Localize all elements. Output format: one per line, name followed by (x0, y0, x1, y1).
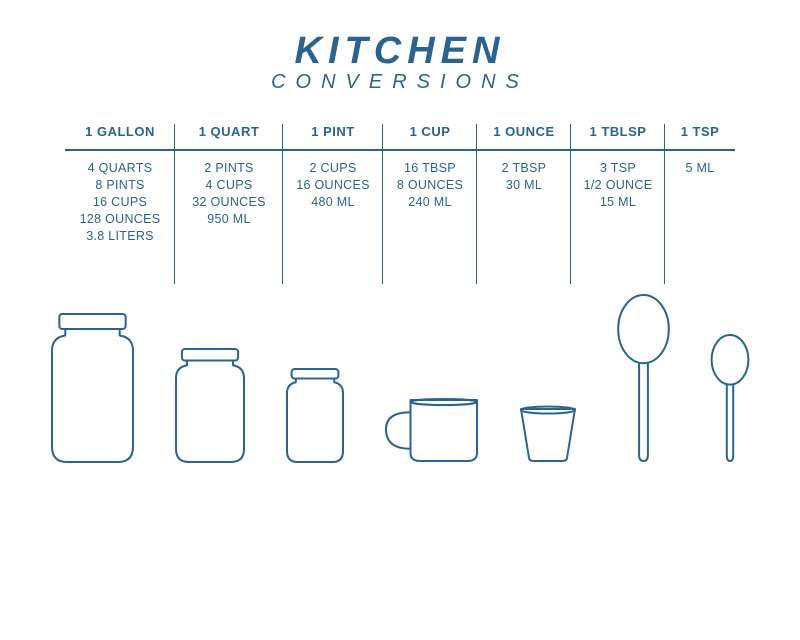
conversion-value: 3 TSP (600, 161, 636, 175)
ounce-cup-icon (519, 405, 577, 463)
column-body: 4 QUARTS 8 PINTS 16 CUPS 128 OUNCES 3.8 LITE… (80, 151, 161, 243)
title-line-2: CONVERSIONS (50, 71, 750, 94)
column-header: 1 TBLSP (590, 124, 647, 149)
table-column: 1 TBLSP 3 TSP 1/2 OUNCE 15 ML (571, 124, 665, 243)
conversion-value: 8 OUNCES (397, 178, 463, 192)
vessel-icons-row (50, 293, 750, 463)
gallon-jar-icon (50, 313, 135, 463)
column-body: 2 CUPS 16 OUNCES 480 ML (296, 151, 370, 209)
column-header: 1 OUNCE (493, 124, 554, 149)
conversion-value: 32 OUNCES (192, 195, 266, 209)
conversion-value: 15 ML (600, 195, 636, 209)
quart-jar-icon (174, 348, 246, 463)
conversion-value: 5 ML (686, 161, 715, 175)
conversion-value: 3.8 LITERS (86, 229, 154, 243)
tablespoon-icon (616, 293, 671, 463)
column-header: 1 PINT (311, 124, 354, 149)
conversion-value: 240 ML (408, 195, 452, 209)
column-header: 1 GALLON (85, 124, 155, 149)
title-line-1: KITCHEN (50, 30, 750, 73)
column-header: 1 TSP (681, 124, 720, 149)
conversion-value: 1/2 OUNCE (584, 178, 653, 192)
conversion-value: 128 OUNCES (80, 212, 161, 226)
column-body: 2 TBSP 30 ML (502, 151, 547, 192)
column-body: 3 TSP 1/2 OUNCE 15 ML (584, 151, 653, 209)
table-column: 1 CUP 16 TBSP 8 OUNCES 240 ML (383, 124, 477, 243)
column-body: 2 PINTS 4 CUPS 32 OUNCES 950 ML (192, 151, 266, 226)
conversion-value: 30 ML (506, 178, 542, 192)
table-column: 1 PINT 2 CUPS 16 OUNCES 480 ML (283, 124, 383, 243)
conversion-table: 1 GALLON 4 QUARTS 8 PINTS 16 CUPS 128 OUNCES… (50, 124, 750, 243)
conversion-value: 16 CUPS (93, 195, 147, 209)
conversion-value: 2 CUPS (310, 161, 357, 175)
column-body: 5 ML (686, 151, 715, 175)
column-header: 1 QUART (199, 124, 260, 149)
column-header: 1 CUP (410, 124, 451, 149)
table-column: 1 GALLON 4 QUARTS 8 PINTS 16 CUPS 128 OUNCES… (65, 124, 175, 243)
conversion-value: 2 TBSP (502, 161, 547, 175)
table-column: 1 OUNCE 2 TBSP 30 ML (477, 124, 571, 243)
cup-icon (384, 398, 479, 463)
header: KITCHEN CONVERSIONS (50, 30, 750, 94)
conversion-value: 4 CUPS (206, 178, 253, 192)
table-column: 1 QUART 2 PINTS 4 CUPS 32 OUNCES 950 ML (175, 124, 283, 243)
conversion-value: 8 PINTS (95, 178, 144, 192)
conversion-value: 16 TBSP (404, 161, 456, 175)
conversion-value: 950 ML (207, 212, 251, 226)
conversion-value: 480 ML (311, 195, 355, 209)
column-body: 16 TBSP 8 OUNCES 240 ML (397, 151, 463, 209)
teaspoon-icon (710, 333, 750, 463)
pint-jar-icon (285, 368, 345, 463)
conversion-value: 2 PINTS (204, 161, 253, 175)
table-column: 1 TSP 5 ML (665, 124, 735, 243)
conversion-value: 16 OUNCES (296, 178, 370, 192)
conversion-value: 4 QUARTS (88, 161, 153, 175)
